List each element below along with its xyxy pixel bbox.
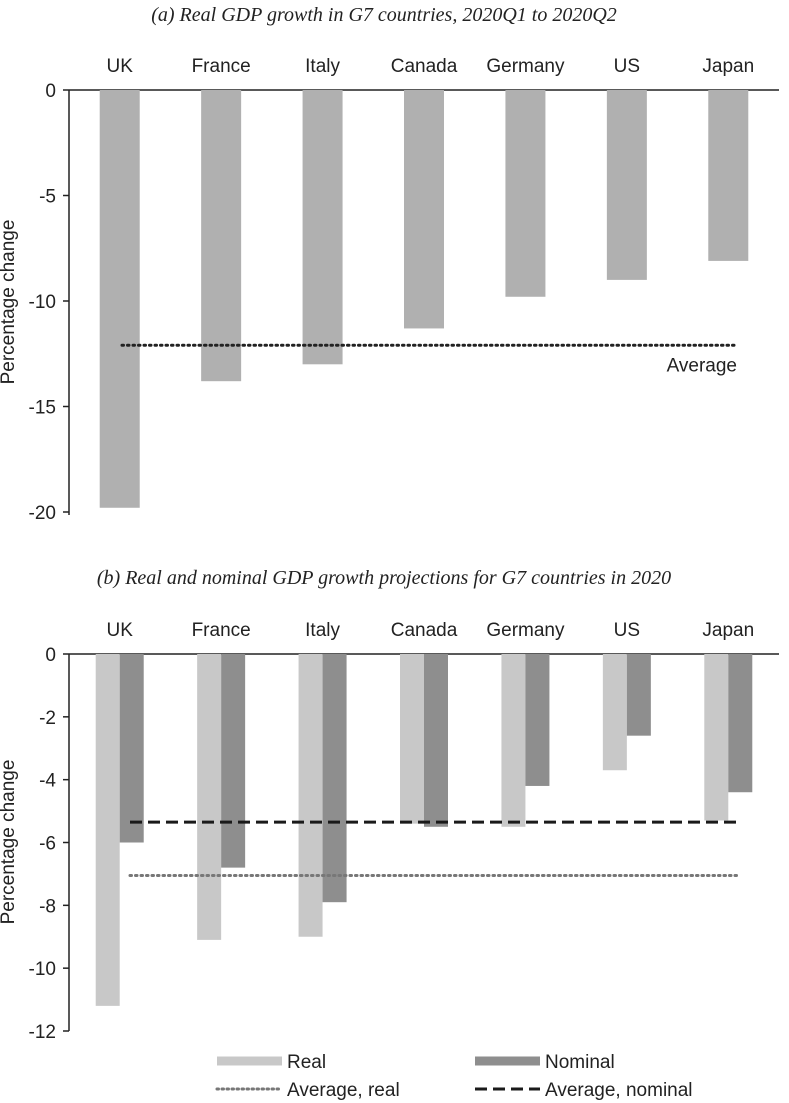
x-tick-label-germany: Germany	[486, 56, 565, 77]
x-tick-label-canada: Canada	[391, 56, 458, 77]
y-tick-label: -12	[29, 1022, 56, 1043]
y-tick-label: -10	[29, 959, 56, 980]
panel-a-reference-lines: Average	[120, 343, 739, 376]
legend-item-average-real: Average, real	[215, 1080, 400, 1101]
x-tick-label-japan: Japan	[702, 620, 754, 641]
y-tick-label: -2	[39, 708, 56, 729]
x-tick-label-germany: Germany	[486, 620, 565, 641]
panel-b-reference-lines	[128, 820, 739, 877]
y-tick-label: -15	[29, 398, 56, 419]
legend-label-real: Real	[287, 1052, 326, 1073]
bar-us-real	[602, 654, 627, 771]
y-tick-label: -5	[39, 187, 56, 208]
bar-japan-nominal	[728, 654, 753, 793]
legend-item-nominal: Nominal	[475, 1052, 615, 1073]
x-tick-label-canada: Canada	[391, 620, 458, 641]
x-tick-label-italy: Italy	[305, 620, 340, 641]
legend-item-real: Real	[217, 1052, 326, 1073]
x-tick-label-japan: Japan	[702, 56, 754, 77]
bar-uk-real	[95, 654, 120, 1006]
reference-line-label-average: Average	[667, 355, 737, 376]
y-tick-label: -8	[39, 896, 56, 917]
x-tick-label-uk: UK	[107, 620, 134, 641]
x-tick-label-uk: UK	[107, 56, 134, 77]
x-tick-label-us: US	[614, 620, 640, 641]
bar-japan-real	[704, 654, 729, 821]
panel-a-y-ticks: 0 -5 -10 -15 -20	[29, 81, 69, 524]
panel-b-y-axis-label: Percentage change	[0, 760, 19, 925]
x-tick-label-france: France	[192, 56, 251, 77]
legend-label-nominal: Nominal	[545, 1052, 615, 1073]
x-tick-label-france: France	[192, 620, 251, 641]
panel-b-x-tick-labels: UK France Italy Canada Germany US Japan	[107, 620, 755, 641]
bar-us	[606, 90, 647, 280]
y-tick-label: -6	[39, 834, 56, 855]
panel-b-legend: Real Nominal Average, real Average, nomi…	[215, 1052, 693, 1101]
bar-france-real	[197, 654, 222, 940]
bar-us-nominal	[626, 654, 651, 736]
bar-uk-nominal	[119, 654, 144, 843]
y-tick-label: -10	[29, 292, 56, 313]
bar-canada	[404, 90, 444, 329]
panel-b-title: (b) Real and nominal GDP growth projecti…	[97, 567, 671, 589]
y-tick-label: 0	[45, 645, 56, 666]
bar-germany	[505, 90, 546, 297]
bar-italy	[302, 90, 343, 365]
bar-japan	[708, 90, 749, 261]
panel-b-y-ticks: 0 -2 -4 -6 -8 -10 -12	[29, 645, 69, 1043]
legend-label-average-nominal: Average, nominal	[545, 1080, 693, 1101]
y-tick-label: 0	[45, 81, 56, 102]
panel-b-bars	[95, 654, 753, 1006]
bar-france-nominal	[221, 654, 246, 868]
y-tick-label: -20	[29, 503, 56, 524]
bar-italy-nominal	[322, 654, 347, 903]
x-tick-label-us: US	[614, 56, 640, 77]
legend-item-average-nominal: Average, nominal	[475, 1080, 693, 1101]
bar-germany-nominal	[525, 654, 550, 786]
y-tick-label: -4	[39, 771, 56, 792]
panel-a-chart: (a) Real GDP growth in G7 countries, 202…	[0, 4, 779, 524]
bar-france	[201, 90, 242, 382]
panel-b-chart: (b) Real and nominal GDP growth projecti…	[0, 567, 779, 1101]
panel-a-title: (a) Real GDP growth in G7 countries, 202…	[151, 4, 617, 26]
bar-italy-real	[298, 654, 323, 937]
legend-label-average-real: Average, real	[287, 1080, 400, 1101]
x-tick-label-italy: Italy	[305, 56, 340, 77]
panel-a-y-axis-label: Percentage change	[0, 220, 19, 385]
panel-a-x-tick-labels: UK France Italy Canada Germany US Japan	[107, 56, 755, 77]
bar-canada-nominal	[424, 654, 448, 827]
panel-a-bars	[99, 90, 749, 508]
bar-uk	[99, 90, 140, 508]
bar-germany-real	[501, 654, 526, 827]
bar-canada-real	[400, 654, 424, 824]
